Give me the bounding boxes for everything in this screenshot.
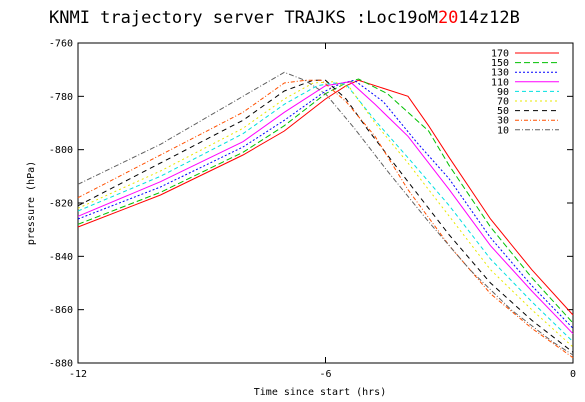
legend-label: 110 <box>491 77 509 88</box>
y-tick-label: -880 <box>49 359 73 370</box>
chart-title-part-1: KNMI trajectory server TRAJKS :Loc19oM <box>49 8 438 28</box>
chart-title: KNMI trajectory server TRAJKS :Loc19oM20… <box>49 8 520 28</box>
series-line-150 <box>77 78 574 324</box>
axis-ticks: -760 -780 -800 -820 -840 -860 -880-12 -6 0 <box>49 39 576 381</box>
legend-label: 90 <box>497 87 509 98</box>
series-line-110 <box>77 81 574 335</box>
legend-label: 170 <box>491 49 509 60</box>
series-line-10 <box>77 71 574 356</box>
x-tick-label: 0 <box>570 369 576 380</box>
x-tick-label: -6 <box>319 369 331 380</box>
y-tick-label: -800 <box>49 145 73 156</box>
series-line-70 <box>77 81 574 348</box>
series-lines <box>77 71 574 359</box>
series-line-30 <box>77 79 574 359</box>
legend-label: 130 <box>491 68 509 79</box>
series-line-50 <box>77 79 574 353</box>
y-tick-label: -860 <box>49 305 73 316</box>
series-line-90 <box>77 82 574 343</box>
y-tick-label: -820 <box>49 199 73 210</box>
legend-label: 50 <box>497 106 509 117</box>
y-tick-label: -840 <box>49 252 73 263</box>
legend-label: 70 <box>497 97 509 108</box>
series-line-130 <box>77 79 574 329</box>
y-tick-label: -780 <box>49 92 73 103</box>
series-line-170 <box>77 79 574 316</box>
x-axis-label: Time since start (hrs) <box>254 387 386 398</box>
x-tick-label: -12 <box>69 369 87 380</box>
legend-label: 150 <box>491 58 509 69</box>
legend-label: 30 <box>497 116 509 127</box>
y-axis-label: pressure (hPa) <box>26 161 37 245</box>
chart-title-part-2: 20 <box>438 8 458 28</box>
legend-label: 10 <box>497 125 509 136</box>
y-tick-label: -760 <box>49 39 73 50</box>
chart-title-part-3: 14z12B <box>458 8 519 28</box>
